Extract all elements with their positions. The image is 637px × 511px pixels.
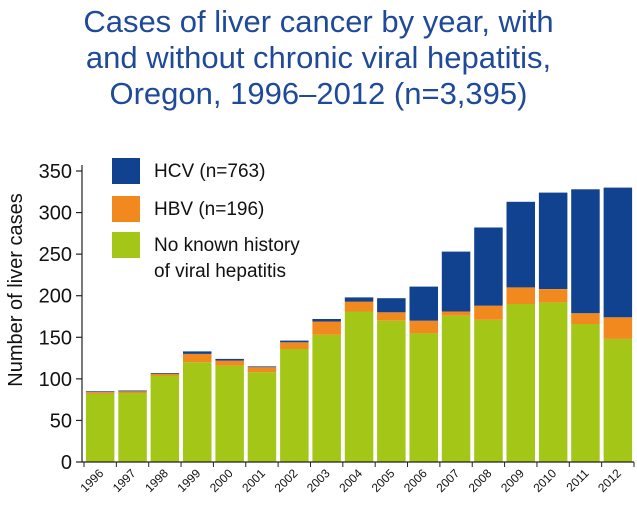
bar-segment-1996-no-history [85, 393, 115, 462]
x-tick-label-2009: 2009 [498, 466, 527, 495]
bar-segment-2011-no-history [571, 324, 600, 462]
x-tick-label-2010: 2010 [530, 466, 559, 495]
bar-segment-2006-no-history [409, 333, 438, 462]
legend-swatch-2 [112, 232, 140, 258]
x-tick-label-1997: 1997 [110, 466, 139, 495]
bar-segment-1997-hcv [118, 390, 147, 392]
bar-segment-2007-hcv [441, 251, 471, 312]
bar-segment-2007-no-history [441, 315, 471, 462]
bar-segment-2010-no-history [538, 302, 568, 462]
bar-segment-2010-hbv [538, 289, 568, 303]
y-tick-label-0: 0 [61, 452, 72, 474]
bar-segment-1999-hcv [183, 351, 212, 354]
legend-label-0-0: HCV (n=763) [154, 161, 265, 182]
y-tick-label-200: 200 [39, 286, 72, 308]
bar-segment-2001-no-history [247, 372, 277, 462]
bar-segment-2008-no-history [474, 319, 503, 462]
bar-segment-2009-no-history [506, 304, 535, 462]
bar-segment-2000-hcv [215, 358, 244, 361]
legend-swatch-0 [112, 158, 140, 184]
bar-segment-1996-hcv [85, 391, 115, 393]
bar-segment-2002-no-history [280, 348, 309, 462]
legend-swatch-1 [112, 196, 140, 222]
x-tick-label-1999: 1999 [175, 466, 204, 495]
bar-segment-2012-no-history [603, 338, 633, 462]
x-tick-label-2011: 2011 [563, 466, 591, 494]
y-tick-label-150: 150 [39, 327, 72, 349]
y-axis-label: Number of liver cases [5, 193, 27, 386]
x-tick-label-2000: 2000 [207, 466, 236, 495]
bar-segment-1998-hbv [150, 373, 180, 376]
bar-segment-2002-hbv [280, 342, 309, 349]
x-tick-label-2008: 2008 [466, 466, 495, 495]
bar-segment-2009-hcv [506, 201, 535, 288]
bars-group [85, 187, 633, 462]
bar-segment-2005-hbv [377, 312, 406, 321]
y-tick-label-100: 100 [39, 369, 72, 391]
bar-segment-2005-no-history [377, 320, 406, 462]
chart-title-line-2: and without chronic viral hepatitis, [85, 40, 552, 75]
bar-segment-1999-hbv [183, 353, 212, 363]
bar-segment-1998-no-history [150, 375, 180, 462]
x-tick-label-1998: 1998 [142, 466, 171, 495]
bar-segment-2005-hcv [377, 298, 406, 313]
x-tick-label-2005: 2005 [369, 466, 398, 495]
bar-segment-2011-hcv [571, 189, 600, 314]
x-tick-label-2012: 2012 [595, 466, 624, 495]
y-tick-label-300: 300 [39, 203, 72, 225]
bar-segment-1996-hbv [85, 392, 115, 394]
legend-label-2-1: of viral hepatitis [154, 261, 286, 282]
x-tick-label-2006: 2006 [401, 466, 430, 495]
chart-title-line-1: Cases of liver cancer by year, with [83, 4, 554, 39]
bar-segment-2008-hbv [474, 305, 503, 320]
bar-segment-1997-no-history [118, 393, 147, 462]
y-tick-label-250: 250 [39, 244, 72, 266]
bar-segment-2011-hbv [571, 313, 600, 324]
bar-segment-2007-hbv [441, 311, 471, 316]
y-tick-label-350: 350 [39, 161, 72, 183]
bar-segment-2012-hcv [603, 187, 633, 318]
x-tick-label-1996: 1996 [78, 466, 107, 495]
x-tick-label-2007: 2007 [433, 466, 462, 495]
bar-segment-1997-hbv [118, 391, 147, 393]
x-tick-label-2003: 2003 [304, 466, 333, 495]
bar-segment-2000-no-history [215, 365, 244, 462]
bar-segment-2009-hbv [506, 287, 535, 304]
bar-segment-2004-no-history [344, 311, 374, 462]
x-tick-label-2001: 2001 [239, 466, 268, 495]
legend: HCV (n=763) HBV (n=196) No known history of… [112, 158, 300, 282]
chart-title-line-3: Oregon, 1996–2012 (n=3,395) [109, 76, 528, 111]
x-tick-label-2002: 2002 [272, 466, 301, 495]
bar-segment-2006-hcv [409, 286, 438, 321]
chart-title: Cases of liver cancer by year, with and … [0, 4, 637, 112]
x-tick-label-2004: 2004 [336, 466, 365, 495]
bar-segment-2001-hbv [247, 367, 277, 373]
bar-segment-2003-no-history [312, 334, 341, 462]
bar-segment-2004-hbv [344, 301, 374, 312]
bar-segment-2003-hcv [312, 319, 341, 322]
bar-segment-2002-hcv [280, 340, 309, 343]
bar-segment-2006-hbv [409, 320, 438, 334]
bar-segment-2008-hcv [474, 227, 503, 306]
bar-segment-2000-hbv [215, 360, 244, 366]
bar-segment-1998-hcv [150, 373, 180, 374]
bar-segment-1999-no-history [183, 362, 212, 462]
bar-segment-2001-hcv [247, 366, 277, 368]
bar-segment-2003-hbv [312, 321, 341, 335]
y-tick-label-50: 50 [50, 410, 72, 432]
bar-segment-2010-hcv [538, 192, 568, 289]
legend-label-1-0: HBV (n=196) [154, 199, 264, 220]
legend-label-2-0: No known history [154, 235, 300, 256]
bar-segment-2012-hbv [603, 317, 633, 339]
bar-segment-2004-hcv [344, 297, 374, 302]
